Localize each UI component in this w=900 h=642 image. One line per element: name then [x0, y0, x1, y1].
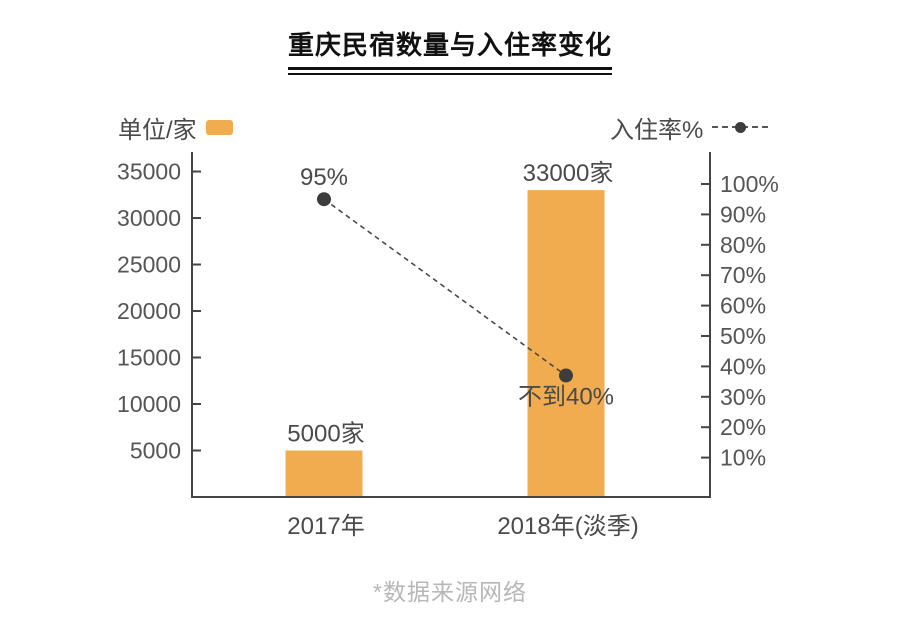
legend-line-label: 入住率% [610, 117, 704, 144]
right-axis-tick-label: 30% [720, 384, 766, 410]
left-axis-tick-label: 10000 [117, 391, 181, 417]
legend-bar-label: 单位/家 [118, 117, 197, 144]
left-axis-tick-label: 20000 [117, 298, 181, 324]
category-label: 2018年(淡季) [497, 513, 638, 540]
right-axis-tick-label: 90% [720, 201, 766, 227]
bar-2018年(淡季) [527, 190, 605, 497]
right-axis-tick-label: 10% [720, 445, 766, 471]
dot-marker-icon [735, 122, 747, 133]
occupancy-point-label: 不到40% [518, 384, 614, 411]
title-underline-thin [287, 73, 612, 76]
left-axis-tick-label: 35000 [117, 159, 181, 185]
occupancy-point-label: 95% [300, 164, 348, 191]
left-axis-tick-label: 30000 [117, 205, 181, 231]
legend-line-series: 入住率% [610, 110, 769, 145]
source-note: *数据来源网络 [373, 579, 527, 605]
left-axis-tick-label: 5000 [130, 438, 181, 464]
title-inner: 重庆民宿数量与入住率变化 [284, 0, 616, 76]
bar-2017年 [285, 450, 363, 497]
bar-value-label: 5000家 [287, 421, 364, 448]
legend-line-marker [712, 120, 769, 135]
legend-bar-series: 单位/家 [118, 110, 233, 145]
occupancy-trend-line [323, 198, 567, 377]
title-underline-thick [287, 67, 612, 71]
left-axis-tick-label: 25000 [117, 252, 181, 278]
right-axis-tick-label: 50% [720, 323, 766, 349]
occupancy-point [317, 192, 331, 207]
right-axis-tick-label: 60% [720, 293, 766, 319]
legend-bar-swatch [205, 120, 233, 135]
left-axis-tick-label: 15000 [117, 345, 181, 371]
page-title: 重庆民宿数量与入住率变化 [287, 30, 612, 60]
bar-value-label: 33000家 [523, 160, 614, 187]
right-axis-tick-label: 20% [720, 414, 766, 440]
category-label: 2017年 [287, 513, 364, 540]
right-axis-tick-label: 70% [720, 262, 766, 288]
occupancy-point [559, 368, 573, 383]
title-block: 重庆民宿数量与入住率变化 [0, 0, 900, 76]
right-axis-tick-label: 40% [720, 353, 766, 379]
right-axis-tick-label: 100% [720, 171, 779, 197]
right-axis-tick-label: 80% [720, 232, 766, 258]
